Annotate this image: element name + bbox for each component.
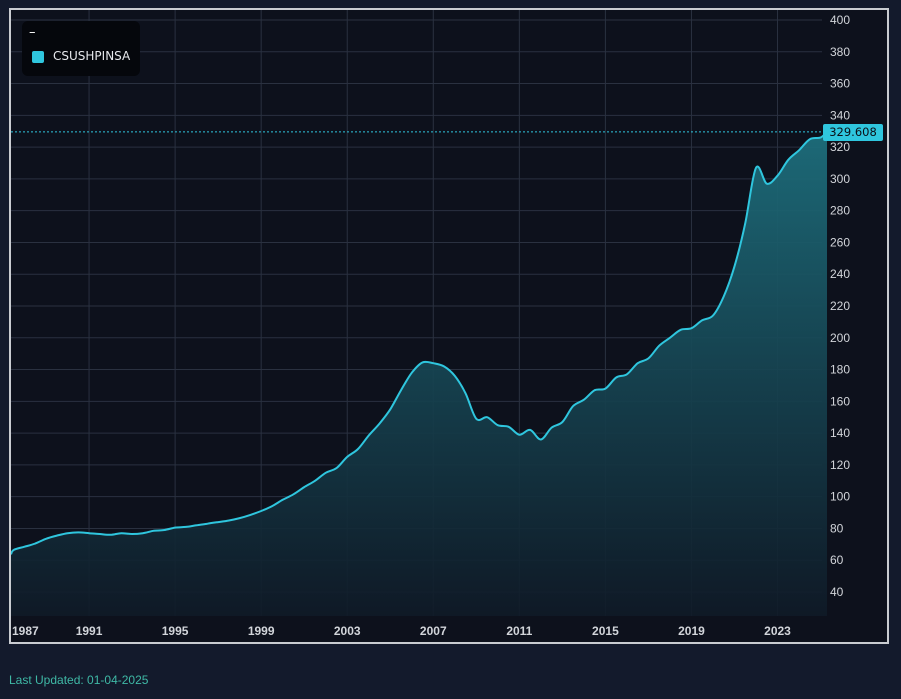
last-updated-text: Last Updated: 01-04-2025 (9, 673, 149, 687)
y-tick-label: 200 (830, 331, 850, 345)
y-tick-label: 220 (830, 299, 850, 313)
y-tick-label: 100 (830, 490, 850, 504)
x-tick-label: 2015 (592, 624, 619, 638)
x-tick-label: 2011 (506, 624, 532, 638)
x-tick-label: 1995 (162, 624, 189, 638)
x-tick-label: 1991 (76, 624, 103, 638)
series-line (11, 131, 828, 555)
legend: – CSUSHPINSA (22, 21, 140, 76)
x-axis-ticks: 1987 1991 1995 1999 2003 2007 2011 2015 2019 2023 (12, 624, 791, 638)
y-tick-label: 140 (830, 426, 850, 440)
y-tick-label: 40 (830, 585, 844, 599)
y-tick-label: 240 (830, 267, 850, 281)
x-tick-label: 2003 (334, 624, 361, 638)
y-tick-label: 400 (830, 13, 850, 27)
area-fill (11, 131, 827, 617)
y-tick-label: 260 (830, 235, 850, 249)
y-tick-label: 360 (830, 77, 850, 91)
series-area (11, 131, 827, 617)
series-line-path (11, 131, 828, 555)
y-tick-label: 300 (830, 172, 850, 186)
last-value-tag: 329.608 (823, 123, 883, 141)
x-tick-label: 2023 (764, 624, 791, 638)
y-tick-label: 340 (830, 108, 850, 122)
y-tick-label: 320 (830, 140, 850, 154)
y-tick-label: 60 (830, 553, 844, 567)
chart-plot: 40 60 80 100 120 140 160 180 200 220 240 260 280 300 3… (11, 10, 850, 638)
x-tick-label: 2019 (678, 624, 705, 638)
legend-title: – (29, 25, 36, 40)
x-tick-label: 1987 (12, 624, 39, 638)
y-tick-label: 180 (830, 363, 850, 377)
legend-series-label[interactable]: CSUSHPINSA (53, 49, 131, 63)
y-tick-label: 280 (830, 204, 850, 218)
y-tick-label: 380 (830, 45, 850, 59)
y-tick-label: 120 (830, 458, 850, 472)
x-tick-label: 2007 (420, 624, 447, 638)
y-axis-ticks: 40 60 80 100 120 140 160 180 200 220 240 260 280 300 3… (830, 13, 850, 599)
x-tick-label: 1999 (248, 624, 275, 638)
y-tick-label: 80 (830, 521, 844, 535)
chart-frame: 40 60 80 100 120 140 160 180 200 220 240 260 280 300 3… (9, 8, 889, 644)
y-tick-label: 160 (830, 394, 850, 408)
legend-swatch[interactable] (32, 51, 44, 63)
